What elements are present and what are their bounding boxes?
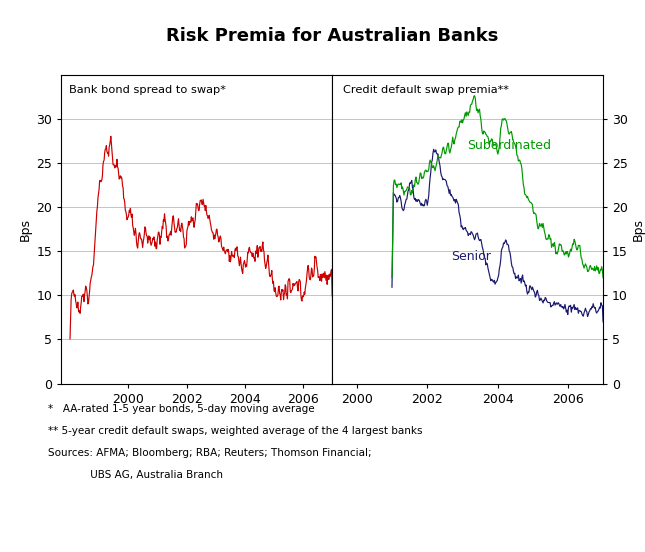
Text: Sources: AFMA; Bloomberg; RBA; Reuters; Thomson Financial;: Sources: AFMA; Bloomberg; RBA; Reuters; … (48, 448, 372, 458)
Text: ** 5-year credit default swaps, weighted average of the 4 largest banks: ** 5-year credit default swaps, weighted… (48, 426, 423, 436)
Text: Credit default swap premia**: Credit default swap premia** (343, 86, 509, 95)
Y-axis label: Bps: Bps (632, 217, 645, 241)
Text: Risk Premia for Australian Banks: Risk Premia for Australian Banks (166, 27, 499, 45)
Text: Subordinated: Subordinated (468, 139, 551, 152)
Text: UBS AG, Australia Branch: UBS AG, Australia Branch (48, 470, 223, 480)
Text: Bank bond spread to swap*: Bank bond spread to swap* (70, 86, 226, 95)
Y-axis label: Bps: Bps (19, 217, 32, 241)
Text: Senior: Senior (451, 250, 491, 263)
Text: *   AA-rated 1-5 year bonds, 5-day moving average: * AA-rated 1-5 year bonds, 5-day moving … (48, 404, 315, 414)
